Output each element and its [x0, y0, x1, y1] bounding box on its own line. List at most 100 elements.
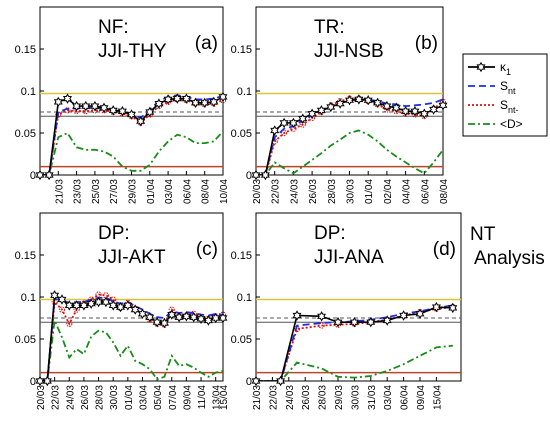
x-tick-label: 22/03 — [268, 385, 279, 410]
series-point-kappa — [276, 375, 286, 387]
series-point-kappa — [159, 317, 170, 329]
series-point-kappa — [260, 169, 270, 181]
series-point-kappa — [288, 117, 298, 129]
series-point-kappa — [209, 96, 219, 108]
series-point-kappa — [382, 315, 392, 326]
series-point-kappa — [363, 94, 373, 106]
series-point-kappa — [349, 316, 359, 328]
series-point-kappa — [410, 105, 420, 117]
series-point-kappa — [298, 113, 308, 124]
x-tick-label: 02/04 — [383, 179, 394, 204]
series-line-sntm — [40, 293, 223, 381]
panel-1: 0 0.05 0.1 0.15 20/03 22/03 24/03 26/03 28/03 30/… — [231, 6, 450, 204]
x-tick-label: 08/04 — [439, 179, 450, 204]
panel-title-line1: DP: — [314, 223, 346, 244]
series-point-kappa — [431, 301, 441, 313]
x-tick-label: 13/04 — [212, 385, 223, 410]
series-point-kappa — [117, 105, 127, 117]
x-tick-label: 24/03 — [289, 179, 300, 204]
side-label-line-0: NT — [470, 224, 496, 245]
series-point-kappa — [448, 302, 458, 314]
y-tick-label: 0.1 — [21, 292, 36, 304]
series-point-kappa — [53, 96, 63, 108]
x-tick-label: 05/04 — [153, 385, 164, 410]
legend-marker-star — [476, 61, 486, 73]
panel-title-line2: JJI-THY — [98, 41, 167, 62]
series-point-kappa — [101, 296, 111, 308]
series-point-kappa — [345, 94, 354, 106]
y-tick-label: 0 — [246, 376, 252, 388]
x-tick-label: 30/03 — [109, 385, 120, 410]
y-tick-label: 0.15 — [15, 44, 36, 56]
legend-label-snt: Snt — [500, 79, 516, 96]
y-tick-label: 0 — [30, 170, 36, 182]
series-point-kappa — [181, 311, 191, 322]
y-tick-label: 0.1 — [21, 86, 36, 98]
legend-label-D: <D> — [500, 117, 523, 131]
panel-id: (b) — [415, 33, 438, 54]
series-point-sntm — [299, 121, 306, 128]
series-point-kappa — [316, 105, 326, 116]
series-point-kappa — [189, 311, 199, 323]
x-tick-label: 23/03 — [73, 179, 84, 204]
series-point-kappa — [191, 97, 201, 109]
panel-3: 0 0.05 0.1 0.15 21/03 22/03 24/03 26/03 28/03 29/… — [231, 212, 462, 410]
series-point-kappa — [116, 301, 126, 313]
panel-title-line1: DP: — [98, 223, 130, 244]
y-tick-label: 0 — [246, 170, 252, 182]
series-point-kappa — [181, 93, 191, 104]
series-point-kappa — [108, 300, 118, 311]
series-point-kappa — [108, 105, 118, 116]
panel-title-line2: JJI-ANA — [314, 247, 384, 268]
series-point-sntm — [411, 111, 419, 118]
x-tick-label: 31/03 — [367, 385, 378, 410]
x-tick-label: 11/04 — [197, 385, 208, 410]
series-point-kappa — [35, 169, 45, 181]
series-point-kappa — [136, 115, 146, 127]
series-point-sntm — [91, 107, 99, 114]
series-point-kappa — [200, 97, 210, 109]
series-point-sntm — [219, 97, 227, 104]
panel-title-line1: NF: — [98, 17, 129, 38]
y-tick-label: 0.05 — [231, 334, 252, 346]
series-point-kappa — [307, 108, 317, 119]
series-line-D — [40, 317, 223, 381]
series-point-kappa — [326, 101, 336, 113]
series-point-kappa — [130, 304, 140, 315]
x-tick-label: 07/04 — [168, 385, 179, 410]
series-point-kappa — [270, 125, 280, 136]
x-tick-label: 04/04 — [402, 179, 413, 204]
x-tick-label: 03/04 — [383, 385, 394, 410]
legend-label-sntm: Snt- — [500, 98, 519, 115]
series-point-kappa — [163, 94, 173, 105]
y-tick-label: 0.15 — [15, 250, 36, 262]
x-tick-label: 28/03 — [95, 385, 106, 410]
x-tick-label: 09/04 — [416, 385, 427, 410]
y-tick-label: 0.05 — [231, 128, 252, 140]
x-tick-label: 03/04 — [164, 179, 175, 204]
panel-id: (a) — [195, 33, 218, 54]
series-point-kappa — [401, 105, 411, 117]
series-point-kappa — [174, 311, 184, 323]
series-point-kappa — [335, 98, 345, 109]
y-tick-label: 0 — [30, 376, 36, 388]
panel-0: 0 0.05 0.1 0.15 21/03 23/03 25/03 27/03 29/03 01/… — [15, 6, 230, 204]
series-point-kappa — [154, 98, 164, 109]
x-tick-label: 22/03 — [51, 385, 62, 410]
series-point-kappa — [79, 300, 89, 311]
x-tick-label: 29/03 — [334, 385, 345, 410]
series-point-sntm — [383, 106, 390, 113]
legend-box — [462, 53, 548, 137]
x-tick-label: 01/04 — [364, 179, 375, 204]
series-point-kappa — [399, 310, 409, 321]
x-tick-label: 27/03 — [109, 179, 120, 204]
series-line-D — [256, 344, 453, 381]
x-tick-label: 15/04 — [219, 385, 230, 410]
x-tick-label: 28/03 — [318, 385, 329, 410]
x-tick-label: 08/04 — [201, 179, 212, 204]
series-line-D — [256, 129, 443, 175]
series-point-kappa — [354, 94, 364, 105]
series-point-kappa — [292, 310, 302, 321]
series-point-kappa — [438, 100, 448, 111]
